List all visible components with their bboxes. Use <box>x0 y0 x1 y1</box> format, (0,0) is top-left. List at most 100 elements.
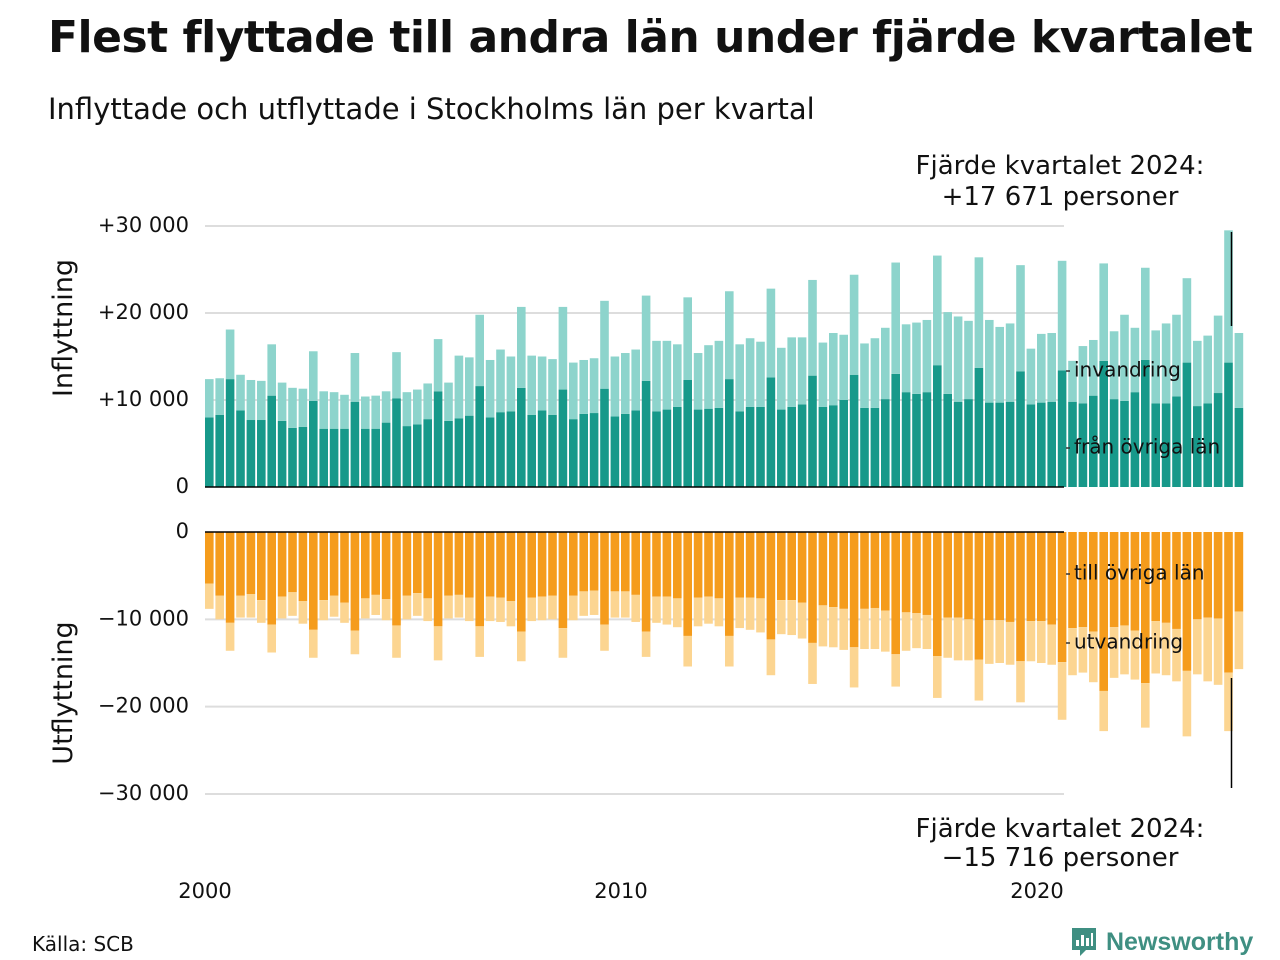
bar-outflow-emigration <box>735 597 744 629</box>
bar-outflow-emigration <box>288 592 297 616</box>
bar-outflow-domestic <box>413 532 422 594</box>
bar-inflow-immigration <box>267 344 276 396</box>
bar-inflow-domestic <box>839 400 848 487</box>
bar-inflow-immigration <box>1213 315 1223 394</box>
bar-inflow-immigration <box>600 300 609 389</box>
bar-outflow-domestic <box>766 532 776 640</box>
bar-inflow-immigration <box>558 306 568 390</box>
bar-inflow-immigration <box>257 380 266 421</box>
bar-inflow-immigration <box>766 288 776 378</box>
bar-outflow-domestic <box>205 532 214 584</box>
bar-outflow-emigration <box>361 598 370 619</box>
outflow-y-tick-labels: 0 −10 000 −20 000 −30 000 <box>98 519 189 805</box>
bar-inflow-domestic <box>797 404 807 487</box>
bar-inflow-immigration <box>735 344 744 412</box>
bar-outflow-emigration <box>371 594 380 615</box>
bar-outflow-domestic <box>621 532 630 592</box>
bar-outflow-domestic <box>1068 532 1077 629</box>
bar-inflow-domestic <box>652 411 661 487</box>
bar-outflow-emigration <box>673 598 682 628</box>
bar-inflow-immigration <box>1130 327 1140 393</box>
x-tick-label: 2000 <box>178 879 231 903</box>
bar-inflow-immigration <box>974 257 984 368</box>
bar-outflow-emigration <box>808 642 817 684</box>
bar-inflow-immigration <box>641 295 651 381</box>
bar-inflow-domestic <box>433 391 443 487</box>
bar-outflow-domestic <box>735 532 744 598</box>
bar-inflow-domestic <box>444 420 453 487</box>
bar-inflow-domestic <box>381 422 391 487</box>
bar-outflow-emigration <box>839 608 848 650</box>
bar-outflow-emigration <box>766 639 776 676</box>
bar-outflow-emigration <box>277 596 287 619</box>
bar-outflow-domestic <box>1224 532 1233 673</box>
bar-outflow-domestic <box>1016 532 1025 662</box>
bar-inflow-domestic <box>496 412 505 487</box>
bar-outflow-domestic <box>1037 532 1046 622</box>
bar-inflow-immigration <box>849 274 859 375</box>
bar-outflow-emigration <box>558 628 568 658</box>
bar-inflow-domestic <box>1078 403 1088 487</box>
bar-outflow-domestic <box>610 532 620 592</box>
bar-outflow-domestic <box>683 532 692 636</box>
bar-inflow-immigration <box>527 355 536 415</box>
bar-outflow-domestic <box>1172 532 1181 629</box>
bar-outflow-domestic <box>225 532 235 623</box>
bar-inflow-domestic <box>953 401 963 487</box>
bar-outflow-emigration <box>569 595 578 621</box>
bar-outflow-emigration <box>465 597 474 622</box>
bar-inflow-immigration <box>933 255 942 366</box>
bar-outflow-emigration <box>319 600 328 621</box>
bar-outflow-domestic <box>475 532 484 627</box>
bar-inflow-domestic <box>350 401 360 487</box>
bar-outflow-domestic <box>1109 532 1119 628</box>
bar-outflow-emigration <box>1161 622 1171 676</box>
bar-outflow-domestic <box>558 532 568 629</box>
bar-inflow-domestic <box>745 406 755 487</box>
bar-inflow-immigration <box>1234 333 1244 408</box>
bar-inflow-domestic <box>236 410 245 487</box>
bar-outflow-domestic <box>267 532 276 625</box>
bar-outflow-emigration <box>1047 624 1056 665</box>
bar-outflow-emigration <box>1099 690 1108 732</box>
bar-outflow-domestic <box>953 532 963 618</box>
x-tick-labels: 2000 2010 2020 <box>178 879 1063 903</box>
bar-outflow-emigration <box>974 659 984 701</box>
bar-outflow-emigration <box>704 596 713 624</box>
bar-outflow-domestic <box>922 532 932 615</box>
bar-outflow-emigration <box>818 605 828 647</box>
bar-outflow-domestic <box>257 532 266 601</box>
bar-inflow-immigration <box>1182 278 1192 363</box>
bar-outflow-domestic <box>891 532 900 655</box>
bar-inflow-immigration <box>517 306 526 388</box>
bar-inflow-domestic <box>621 413 630 487</box>
bar-inflow-immigration <box>1005 323 1015 402</box>
bar-inflow-domestic <box>1182 362 1192 487</box>
bar-inflow-immigration <box>714 340 724 408</box>
bar-inflow-immigration <box>288 387 297 428</box>
bar-inflow-immigration <box>1089 339 1098 396</box>
bar-outflow-domestic <box>340 532 349 603</box>
bar-inflow-domestic <box>1068 401 1077 487</box>
bar-inflow-domestic <box>829 405 838 487</box>
bar-outflow-domestic <box>1078 532 1088 628</box>
bar-outflow-emigration <box>693 597 703 627</box>
bar-inflow-domestic <box>465 415 474 487</box>
bar-outflow-domestic <box>641 532 651 632</box>
bar-inflow-immigration <box>693 353 703 410</box>
bar-outflow-emigration <box>797 602 807 639</box>
bar-inflow-immigration <box>1099 263 1108 361</box>
bar-inflow-domestic <box>298 426 308 487</box>
bar-outflow-emigration <box>631 594 640 622</box>
bar-inflow-domestic <box>891 373 900 487</box>
bar-inflow-immigration <box>808 279 817 376</box>
bar-inflow-domestic <box>922 392 932 487</box>
bar-inflow-immigration <box>756 341 765 407</box>
bar-outflow-domestic <box>517 532 526 632</box>
bar-outflow-domestic <box>444 532 453 596</box>
bar-inflow-immigration <box>475 314 484 387</box>
bar-inflow-domestic <box>974 367 984 487</box>
bar-inflow-immigration <box>912 322 921 394</box>
bar-inflow-immigration <box>329 392 339 429</box>
bar-inflow-immigration <box>725 291 734 380</box>
